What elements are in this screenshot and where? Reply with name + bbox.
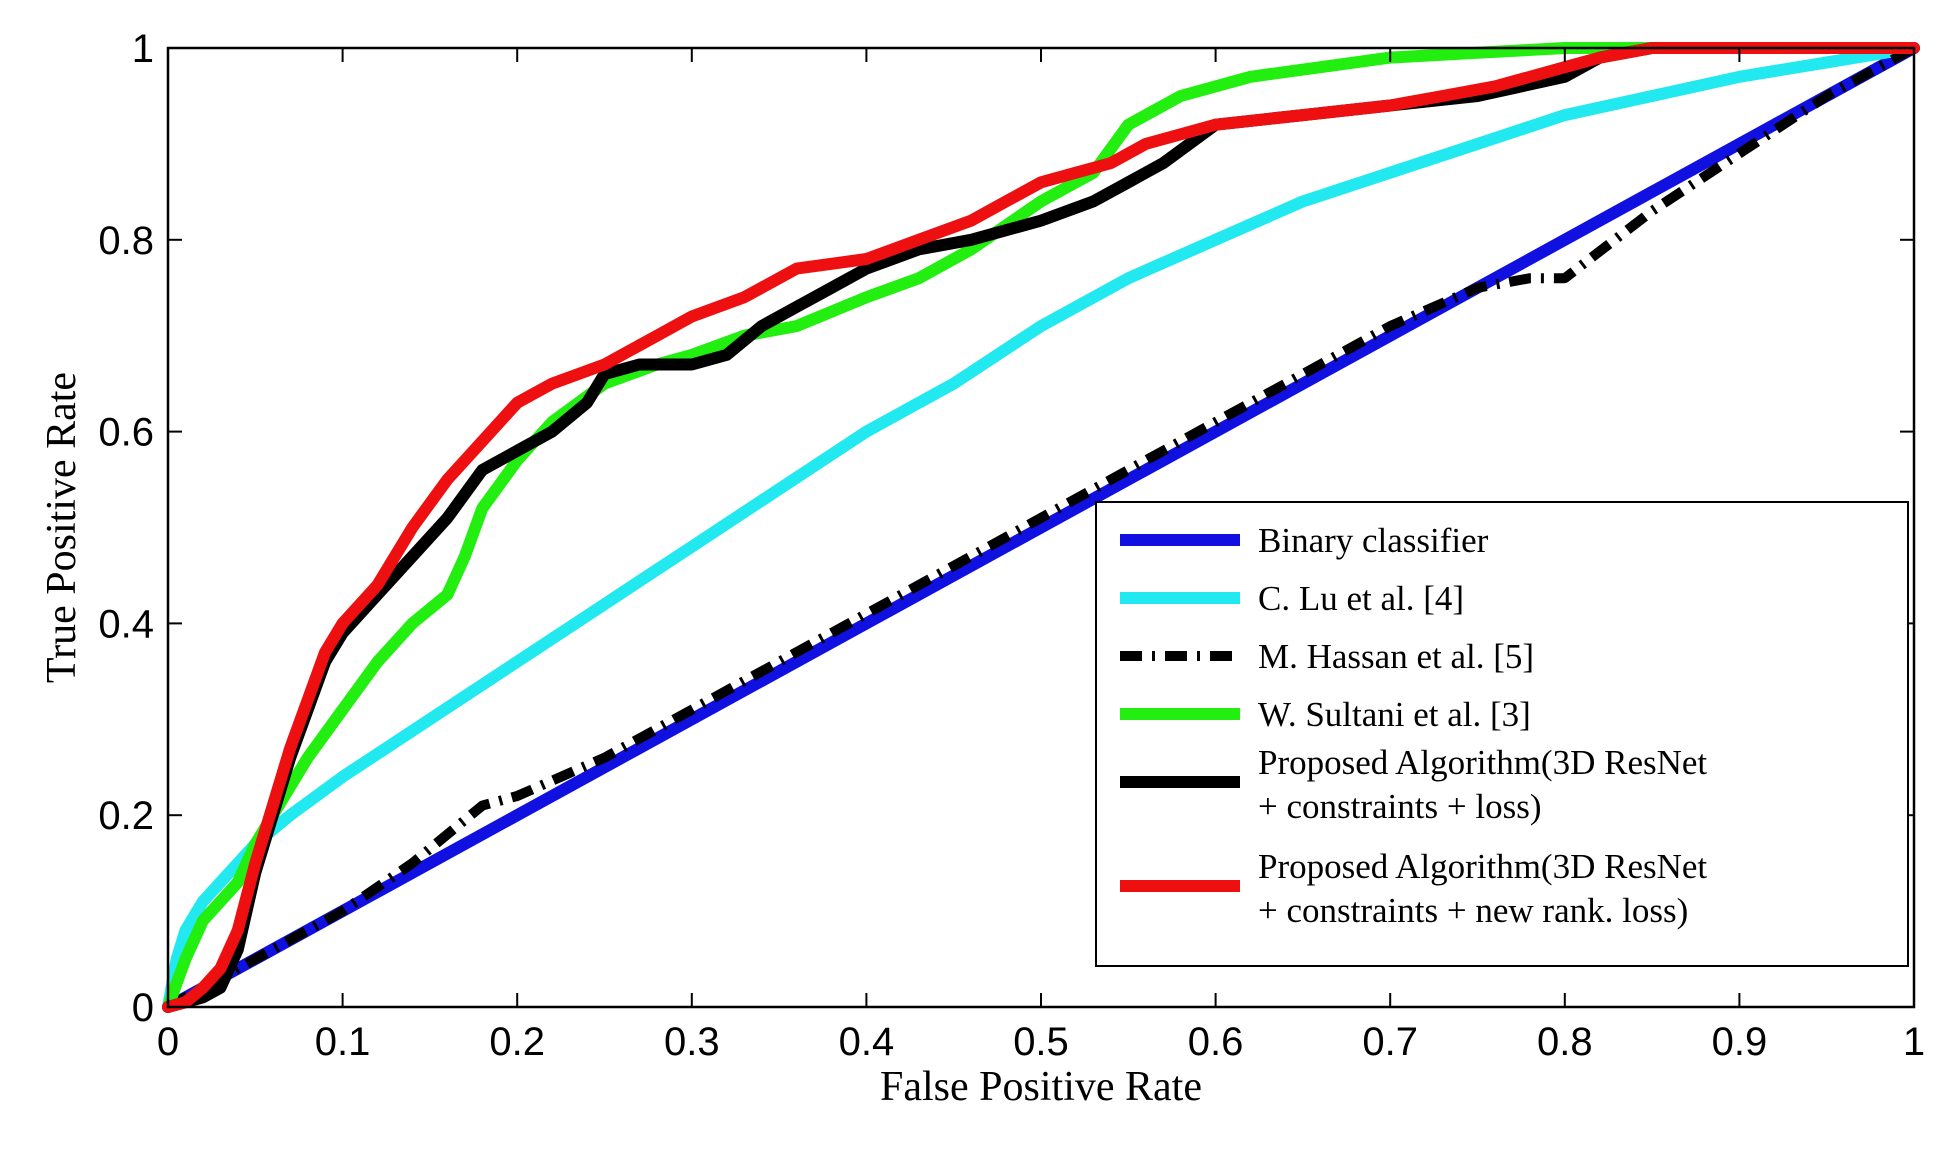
- legend-label-4: Proposed Algorithm(3D ResNet: [1258, 743, 1707, 782]
- y-tick-label: 0.4: [98, 602, 154, 646]
- y-axis-title: True Positive Rate: [39, 372, 85, 683]
- x-tick-label: 0.5: [1013, 1020, 1069, 1064]
- legend-label-3: W. Sultani et al. [3]: [1258, 695, 1531, 734]
- y-tick-label: 0.2: [98, 794, 154, 838]
- x-tick-label: 1: [1903, 1020, 1925, 1064]
- series-line-0: [162, 42, 1920, 1013]
- x-tick-label: 0.7: [1362, 1020, 1418, 1064]
- legend-label-4: + constraints + loss): [1258, 787, 1542, 826]
- y-tick-label: 0.8: [98, 219, 154, 263]
- x-tick-label: 0.1: [315, 1020, 371, 1064]
- x-tick-label: 0.3: [664, 1020, 720, 1064]
- series-layer: [162, 42, 1920, 1013]
- y-tick-label: 0: [132, 986, 154, 1030]
- y-tick-label: 0.6: [98, 411, 154, 455]
- legend-label-0: Binary classifier: [1258, 521, 1489, 560]
- x-tick-label: 0.9: [1712, 1020, 1768, 1064]
- y-tick-label: 1: [132, 27, 154, 71]
- x-tick-label: 0.4: [839, 1020, 895, 1064]
- legend: Binary classifier C. Lu et al. [4] M. Hass…: [1095, 501, 1909, 967]
- series-line-1: [162, 42, 1920, 1013]
- series-line-5: [162, 42, 1920, 1013]
- x-tick-label: 0.8: [1537, 1020, 1593, 1064]
- x-tick-label: 0: [157, 1020, 179, 1064]
- x-axis-title: False Positive Rate: [880, 1064, 1202, 1110]
- legend-label-2: M. Hassan et al. [5]: [1258, 637, 1534, 676]
- legend-label-1: C. Lu et al. [4]: [1258, 579, 1464, 618]
- ticks-layer: 0 0.1 0.2 0.3 0.4 0.5 0.6 0.7 0.8 0.9 1 0 0.2 0.4 0.6 0…: [98, 27, 1925, 1064]
- x-tick-label: 0.6: [1188, 1020, 1244, 1064]
- legend-label-5: Proposed Algorithm(3D ResNet: [1258, 847, 1707, 886]
- x-tick-label: 0.2: [489, 1020, 545, 1064]
- legend-label-5: + constraints + new rank. loss): [1258, 891, 1688, 930]
- series-line-2: [165, 43, 1917, 1012]
